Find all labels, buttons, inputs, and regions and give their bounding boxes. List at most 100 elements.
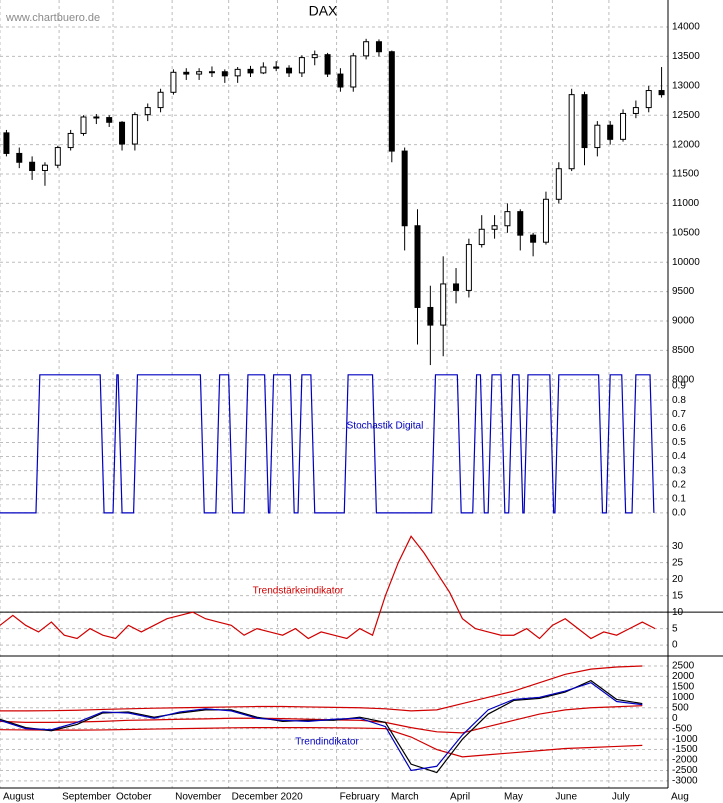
y-tick-label: 0 (672, 640, 678, 651)
chart-title: Trendindikator (295, 737, 359, 748)
y-tick-label: 0.9 (672, 381, 686, 392)
candle-body (29, 161, 36, 171)
x-tick-label: March (391, 792, 419, 803)
x-tick-label: 2020 (280, 792, 303, 803)
y-tick-label: 9000 (672, 316, 695, 327)
candle-body (144, 107, 151, 116)
y-tick-label: 500 (672, 702, 689, 713)
watermark: www.chartbuero.de (5, 12, 100, 24)
candle-body (170, 71, 177, 93)
y-tick-label: 5 (672, 623, 678, 634)
candle-body (106, 117, 113, 123)
candle-body (568, 94, 575, 170)
indicator-line (0, 535, 656, 640)
x-tick-label: November (175, 792, 222, 803)
candle-body (375, 41, 382, 53)
candle-body (273, 66, 280, 69)
y-tick-label: 0.2 (672, 479, 686, 490)
y-tick-label: 0.7 (672, 409, 686, 420)
chart-title: Trendstärkeindikator (253, 586, 344, 597)
y-tick-label: 0.8 (672, 395, 686, 406)
chart-title: DAX (309, 3, 338, 19)
y-tick-label: 1000 (672, 692, 695, 703)
y-tick-label: 15 (672, 590, 684, 601)
mark-layer: DAX Stochastik Digital Trendstärkeindikato… (0, 3, 723, 774)
indicator-line (0, 679, 643, 774)
candle-body (54, 147, 61, 166)
y-tick-label: 0.1 (672, 493, 686, 504)
y-tick-label: 0 (672, 713, 678, 724)
candle-body (196, 71, 203, 75)
x-tick-label: October (116, 792, 152, 803)
candle-body (324, 54, 331, 75)
grid-layer: 8000850090009500100001050011000115001200… (0, 0, 700, 803)
candle-body (247, 68, 254, 74)
candle-body (620, 112, 627, 140)
y-tick-label: 13000 (672, 80, 700, 91)
y-tick-label: 9500 (672, 286, 695, 297)
x-tick-label: Aug (671, 792, 689, 803)
y-tick-label: -3000 (672, 776, 698, 787)
candle-body (41, 164, 48, 171)
indicator-line (0, 705, 643, 734)
y-tick-label: 0.0 (672, 508, 686, 519)
y-tick-label: 0.4 (672, 451, 686, 462)
x-tick-label: April (450, 792, 470, 803)
candle-body (183, 71, 190, 75)
y-tick-label: 0.5 (672, 437, 686, 448)
candle-body (607, 124, 614, 140)
candle-body (453, 283, 460, 291)
y-tick-label: 10000 (672, 257, 700, 268)
candle-body (594, 124, 601, 149)
candle-body (645, 90, 652, 109)
y-tick-label: 12500 (672, 110, 700, 121)
x-tick-label: June (555, 792, 577, 803)
candle-body (632, 107, 639, 114)
y-tick-label: -2500 (672, 765, 698, 776)
candle-body (16, 152, 23, 163)
candle-body (311, 54, 318, 59)
candle-body (119, 121, 126, 145)
candle-body (542, 198, 549, 243)
candle-body (298, 57, 305, 74)
candle-body (131, 114, 138, 145)
candle-body (388, 51, 395, 152)
candle-body (517, 211, 524, 236)
y-tick-label: 13500 (672, 51, 700, 62)
candle-body (555, 168, 562, 200)
y-tick-label: 2500 (672, 661, 695, 672)
candle-body (337, 73, 344, 88)
candle-body (530, 234, 537, 243)
candle-body (478, 228, 485, 246)
candle-body (234, 68, 241, 77)
chart-title: Stochastik Digital (347, 421, 424, 432)
x-tick-label: February (340, 792, 380, 803)
candle-body (93, 116, 100, 119)
candle-body (427, 306, 434, 326)
y-tick-label: -1000 (672, 734, 698, 745)
y-tick-label: 12000 (672, 139, 700, 150)
y-tick-label: 0.3 (672, 465, 686, 476)
x-tick-label: May (504, 792, 523, 803)
y-tick-label: -500 (672, 723, 692, 734)
y-tick-label: 25 (672, 557, 684, 568)
candle-body (504, 211, 511, 227)
candle-body (440, 283, 447, 326)
y-tick-label: 11000 (672, 198, 700, 209)
candle-body (80, 116, 87, 134)
candle-body (581, 94, 588, 149)
candle-body (208, 71, 215, 74)
x-tick-label: December (232, 792, 279, 803)
candle-body (221, 71, 228, 77)
candle-body (401, 150, 408, 227)
indicator-line (0, 665, 643, 712)
y-tick-label: 10500 (672, 227, 700, 238)
candle-body (465, 244, 472, 291)
y-tick-label: 8000 (672, 374, 695, 385)
x-tick-label: September (62, 792, 112, 803)
x-tick-label: August (3, 792, 34, 803)
candle-body (658, 90, 665, 96)
y-tick-label: 20 (672, 574, 684, 585)
y-tick-label: 30 (672, 541, 684, 552)
